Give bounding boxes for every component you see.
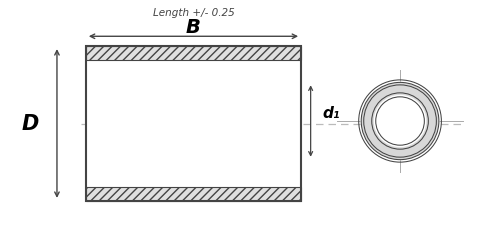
Bar [86, 187, 301, 201]
Text: D: D [22, 113, 39, 134]
Ellipse shape [361, 82, 440, 161]
Ellipse shape [374, 95, 426, 147]
Text: d₁: d₁ [323, 106, 340, 121]
Text: Length +/- 0.25: Length +/- 0.25 [153, 8, 234, 18]
Bar [86, 46, 301, 201]
Text: B: B [186, 18, 201, 37]
Ellipse shape [361, 82, 439, 160]
Bar [86, 46, 301, 60]
Bar [86, 60, 301, 187]
